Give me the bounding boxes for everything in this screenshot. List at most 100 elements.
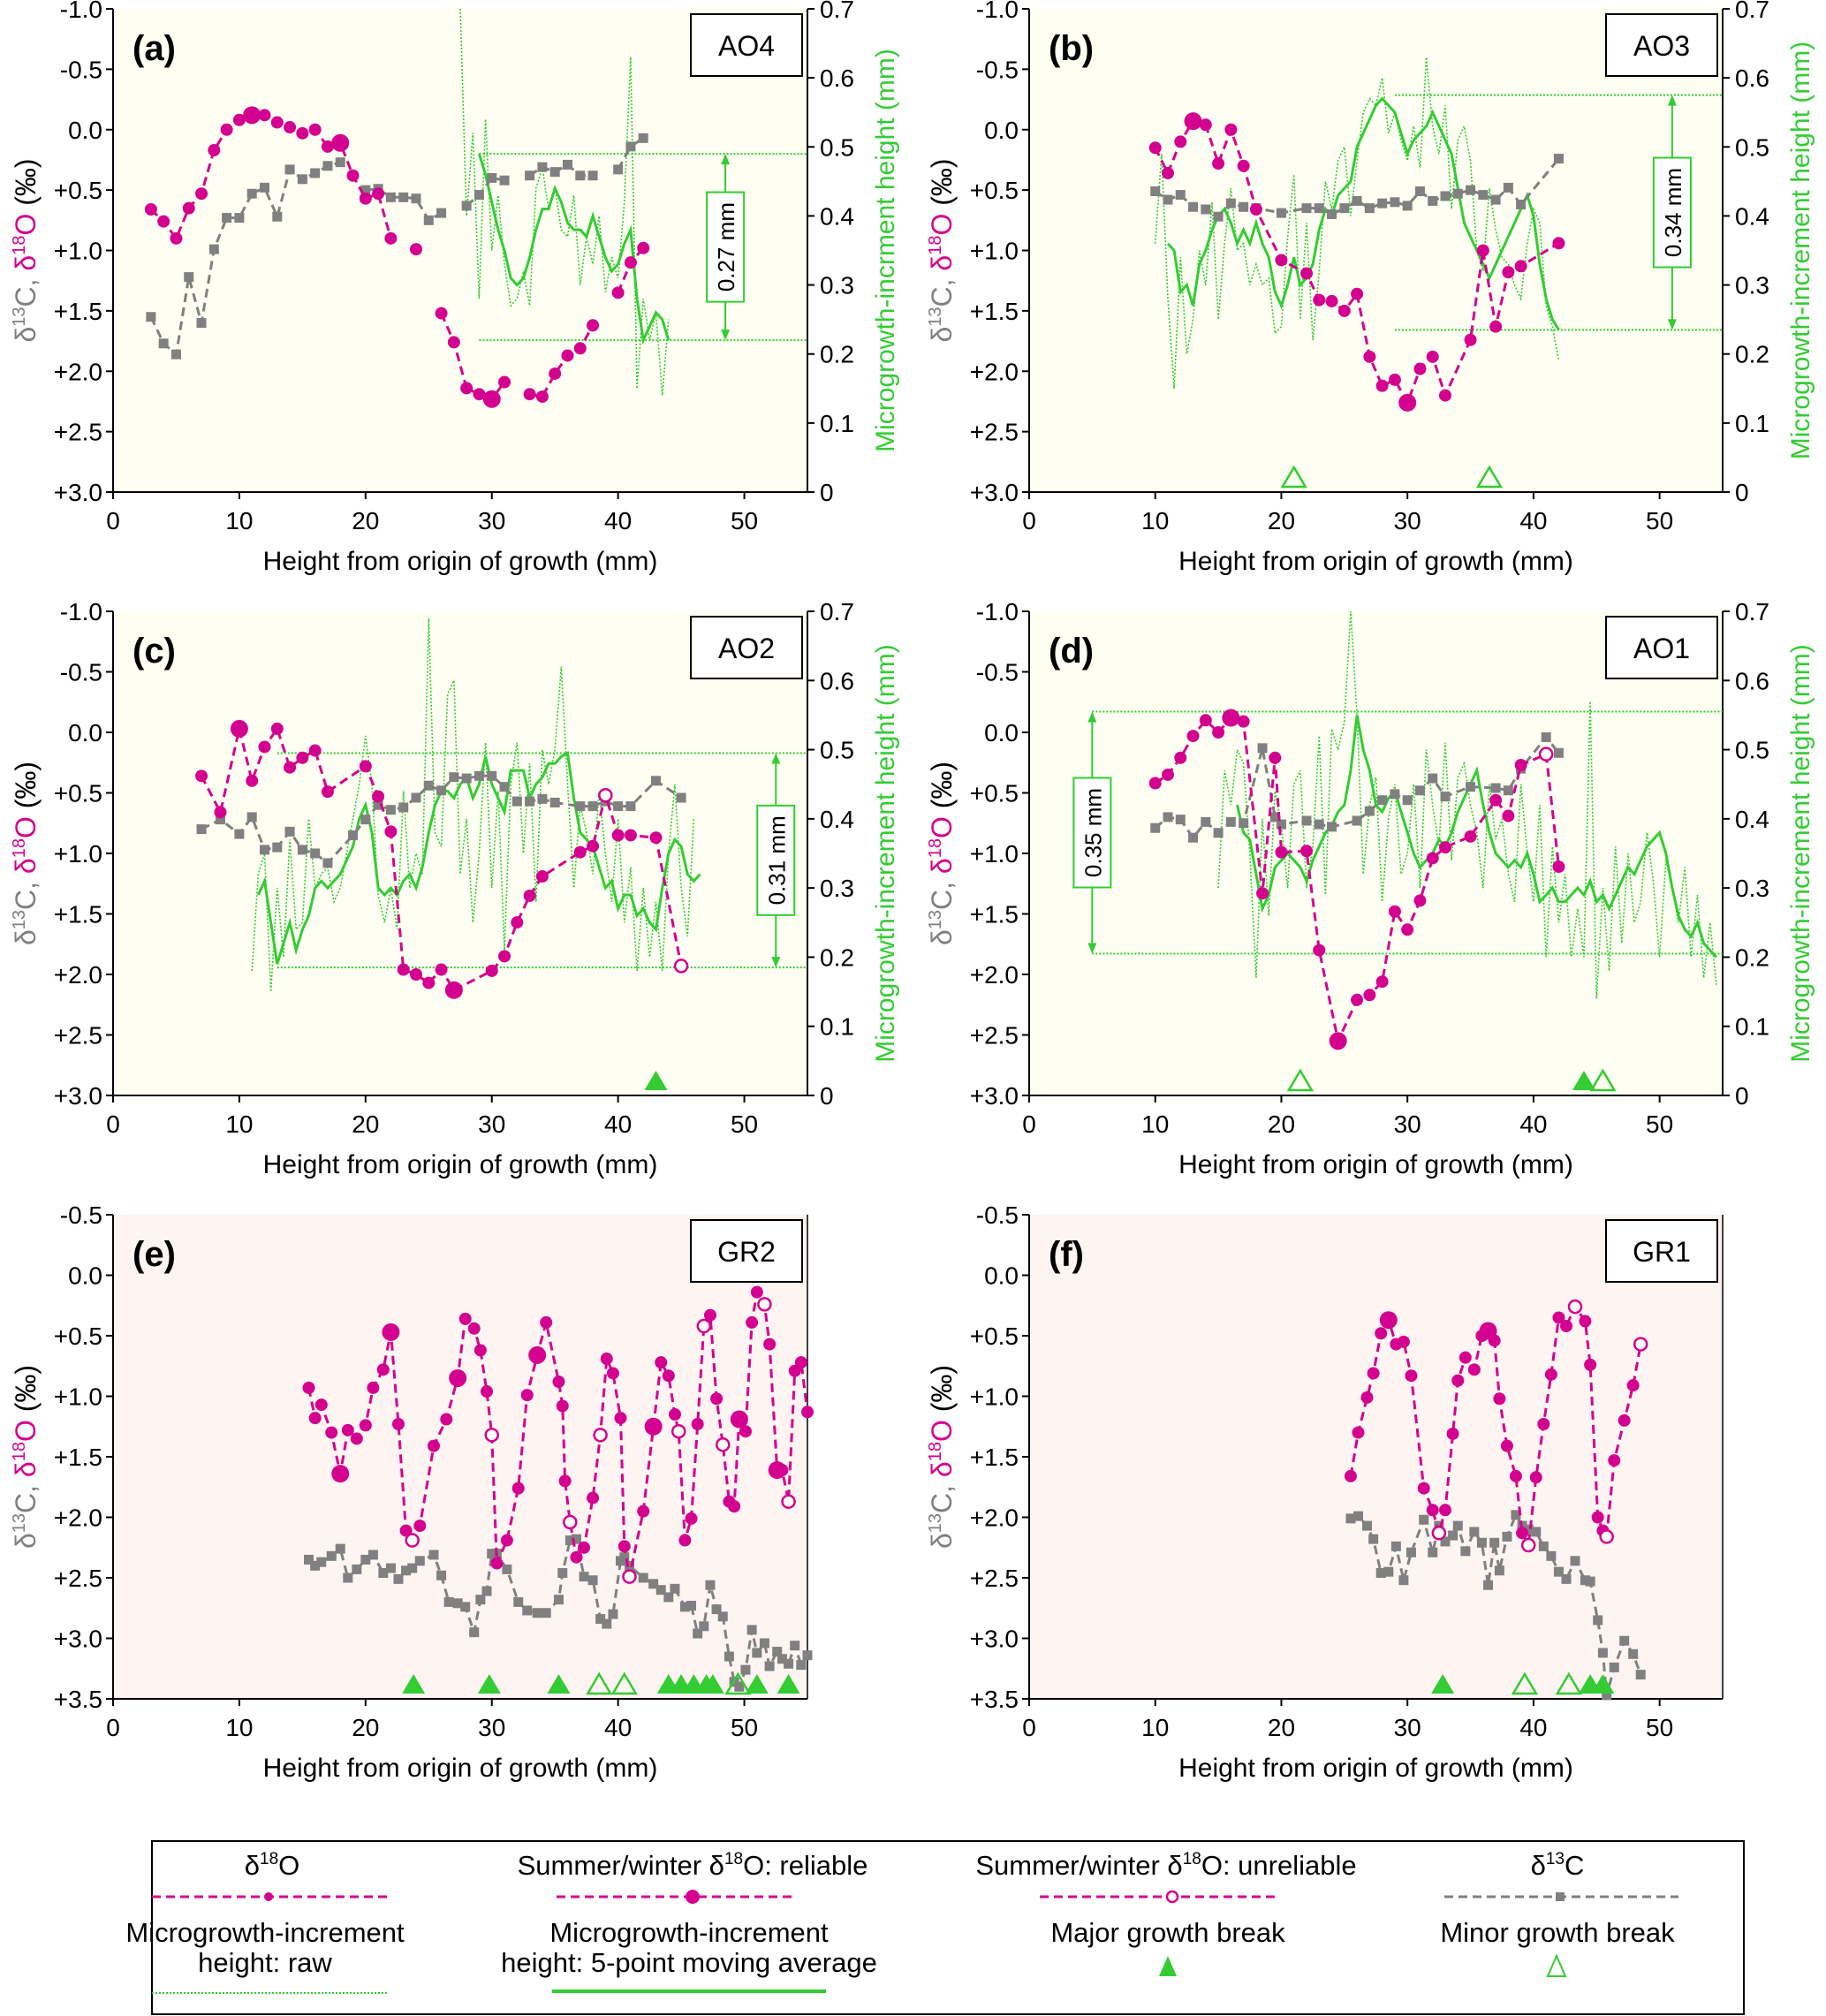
range-arrow-up-icon — [1087, 711, 1097, 723]
d18o-point — [1388, 373, 1401, 386]
d13c-point — [297, 845, 307, 855]
d18o-point — [1584, 1358, 1597, 1371]
d18o-point — [1325, 294, 1338, 307]
d13c-point — [1390, 197, 1400, 208]
x-tick-label: 0 — [106, 1714, 120, 1741]
series-growth-ma — [1236, 715, 1718, 959]
d18o-point-reliable — [528, 1345, 547, 1364]
d13c-point — [1585, 1576, 1595, 1587]
d13c-point — [385, 805, 396, 815]
d18o-point — [1476, 244, 1489, 257]
chart-panel-gr1: -0.5 0.0 +0.5 +1.0 +1.5 +2.0 +2.5 +3.0 +3.50 10 20… — [926, 1201, 1724, 1783]
d13c-point — [602, 1618, 612, 1629]
y-tick-label-left: +1.0 — [970, 840, 1019, 868]
d18o-point — [624, 256, 637, 269]
d18o-point — [1148, 777, 1162, 790]
x-tick-label: 40 — [1519, 1110, 1547, 1138]
d13c-point — [587, 801, 598, 812]
series-d13c-line — [201, 774, 682, 866]
d18o-point-reliable — [331, 1465, 350, 1483]
major-growth-break-icon — [477, 1674, 501, 1694]
d18o-point — [763, 1338, 777, 1351]
d18o-point — [1351, 993, 1364, 1006]
d18o-point — [346, 169, 360, 182]
specimen-box — [690, 616, 803, 679]
d18o-point-reliable — [444, 981, 463, 999]
d18o-point — [214, 806, 227, 819]
d13c-point — [613, 801, 624, 812]
d13c-point — [398, 802, 409, 813]
specimen-label: AO2 — [718, 633, 775, 664]
d18o-point — [1514, 260, 1527, 273]
x-tick-label: 10 — [1141, 507, 1169, 534]
d13c-point — [575, 801, 586, 812]
x-tick-label: 10 — [225, 1110, 253, 1138]
d13c-point — [772, 1647, 783, 1657]
legend-label-minor: Minor growth break — [1440, 1917, 1675, 1948]
y-tick-label-right: 0.3 — [1735, 272, 1769, 299]
d18o-point — [1212, 157, 1225, 171]
d13c-point — [348, 830, 359, 840]
legend-swatch-d13c — [1444, 1892, 1678, 1901]
d13c-point — [571, 1534, 581, 1544]
x-tick-label: 30 — [1394, 1110, 1421, 1138]
d13c-point — [1327, 822, 1337, 832]
y-tick-label-right: 0.1 — [820, 410, 854, 437]
d13c-point — [711, 1604, 722, 1615]
d13c-point — [1239, 818, 1249, 829]
d13c-point — [1428, 1547, 1438, 1557]
d13c-point — [1276, 208, 1286, 218]
y-tick-label-right: 0.4 — [820, 202, 854, 230]
d13c-point — [414, 1556, 425, 1566]
d18o-point — [1618, 1413, 1631, 1427]
d18o-point — [246, 774, 259, 787]
d13c-point — [316, 1557, 327, 1567]
d18o-point — [614, 1412, 627, 1425]
y-tick-label-left: +2.0 — [54, 358, 102, 385]
x-tick-label: 40 — [604, 1110, 632, 1138]
y-tick-label-left: +2.0 — [54, 961, 102, 989]
d18o-point — [376, 1363, 390, 1376]
d18o-point — [490, 1557, 504, 1570]
d13c-point — [443, 1596, 454, 1607]
d18o-point — [549, 367, 562, 380]
d18o-point — [1552, 237, 1565, 250]
d13c-point — [1553, 1566, 1564, 1577]
range-arrow-up-icon — [771, 753, 781, 764]
y-tick-label-left: +2.5 — [54, 1565, 102, 1592]
d18o-point — [498, 375, 511, 389]
d18o-point — [788, 1364, 801, 1377]
d18o-point — [746, 1315, 759, 1329]
d13c-point — [436, 785, 447, 796]
y-axis-label-left: δ13C, δ18O (‰) — [10, 762, 42, 945]
d18o-point — [540, 1315, 553, 1329]
y-tick-label-right: 0.7 — [1735, 598, 1769, 625]
d18o-point — [1579, 1315, 1592, 1328]
d18o-point — [511, 916, 524, 929]
d18o-point — [144, 203, 157, 216]
y-tick-label-right: 0.2 — [820, 341, 854, 368]
d13c-point — [393, 1573, 404, 1584]
d13c-point — [436, 208, 447, 218]
d18o-point — [359, 192, 372, 205]
d13c-point — [208, 244, 219, 254]
d18o-point — [1426, 350, 1439, 363]
d18o-point — [208, 143, 221, 156]
d18o-point — [399, 1524, 413, 1537]
chart-panel-ao1: -1.0-0.50.0+0.5+1.0+1.5+2.0+2.5+3.00 10 20… — [926, 598, 1815, 1179]
d13c-point — [196, 318, 207, 329]
d13c-point — [613, 164, 624, 175]
d18o-point — [481, 1385, 494, 1398]
d13c-point — [1257, 743, 1268, 754]
d13c-point — [595, 1614, 606, 1625]
series-growth-ma — [256, 751, 701, 965]
d18o-point-reliable — [1379, 1311, 1398, 1330]
d18o-point — [1237, 715, 1250, 728]
d18o-point — [1375, 1327, 1388, 1340]
d13c-point — [1405, 1547, 1416, 1557]
d13c-point — [693, 1628, 703, 1639]
y-tick-label-left: +3.0 — [970, 479, 1019, 506]
d13c-point — [587, 171, 598, 181]
d18o-point — [384, 231, 398, 245]
d13c-point — [1440, 792, 1451, 802]
